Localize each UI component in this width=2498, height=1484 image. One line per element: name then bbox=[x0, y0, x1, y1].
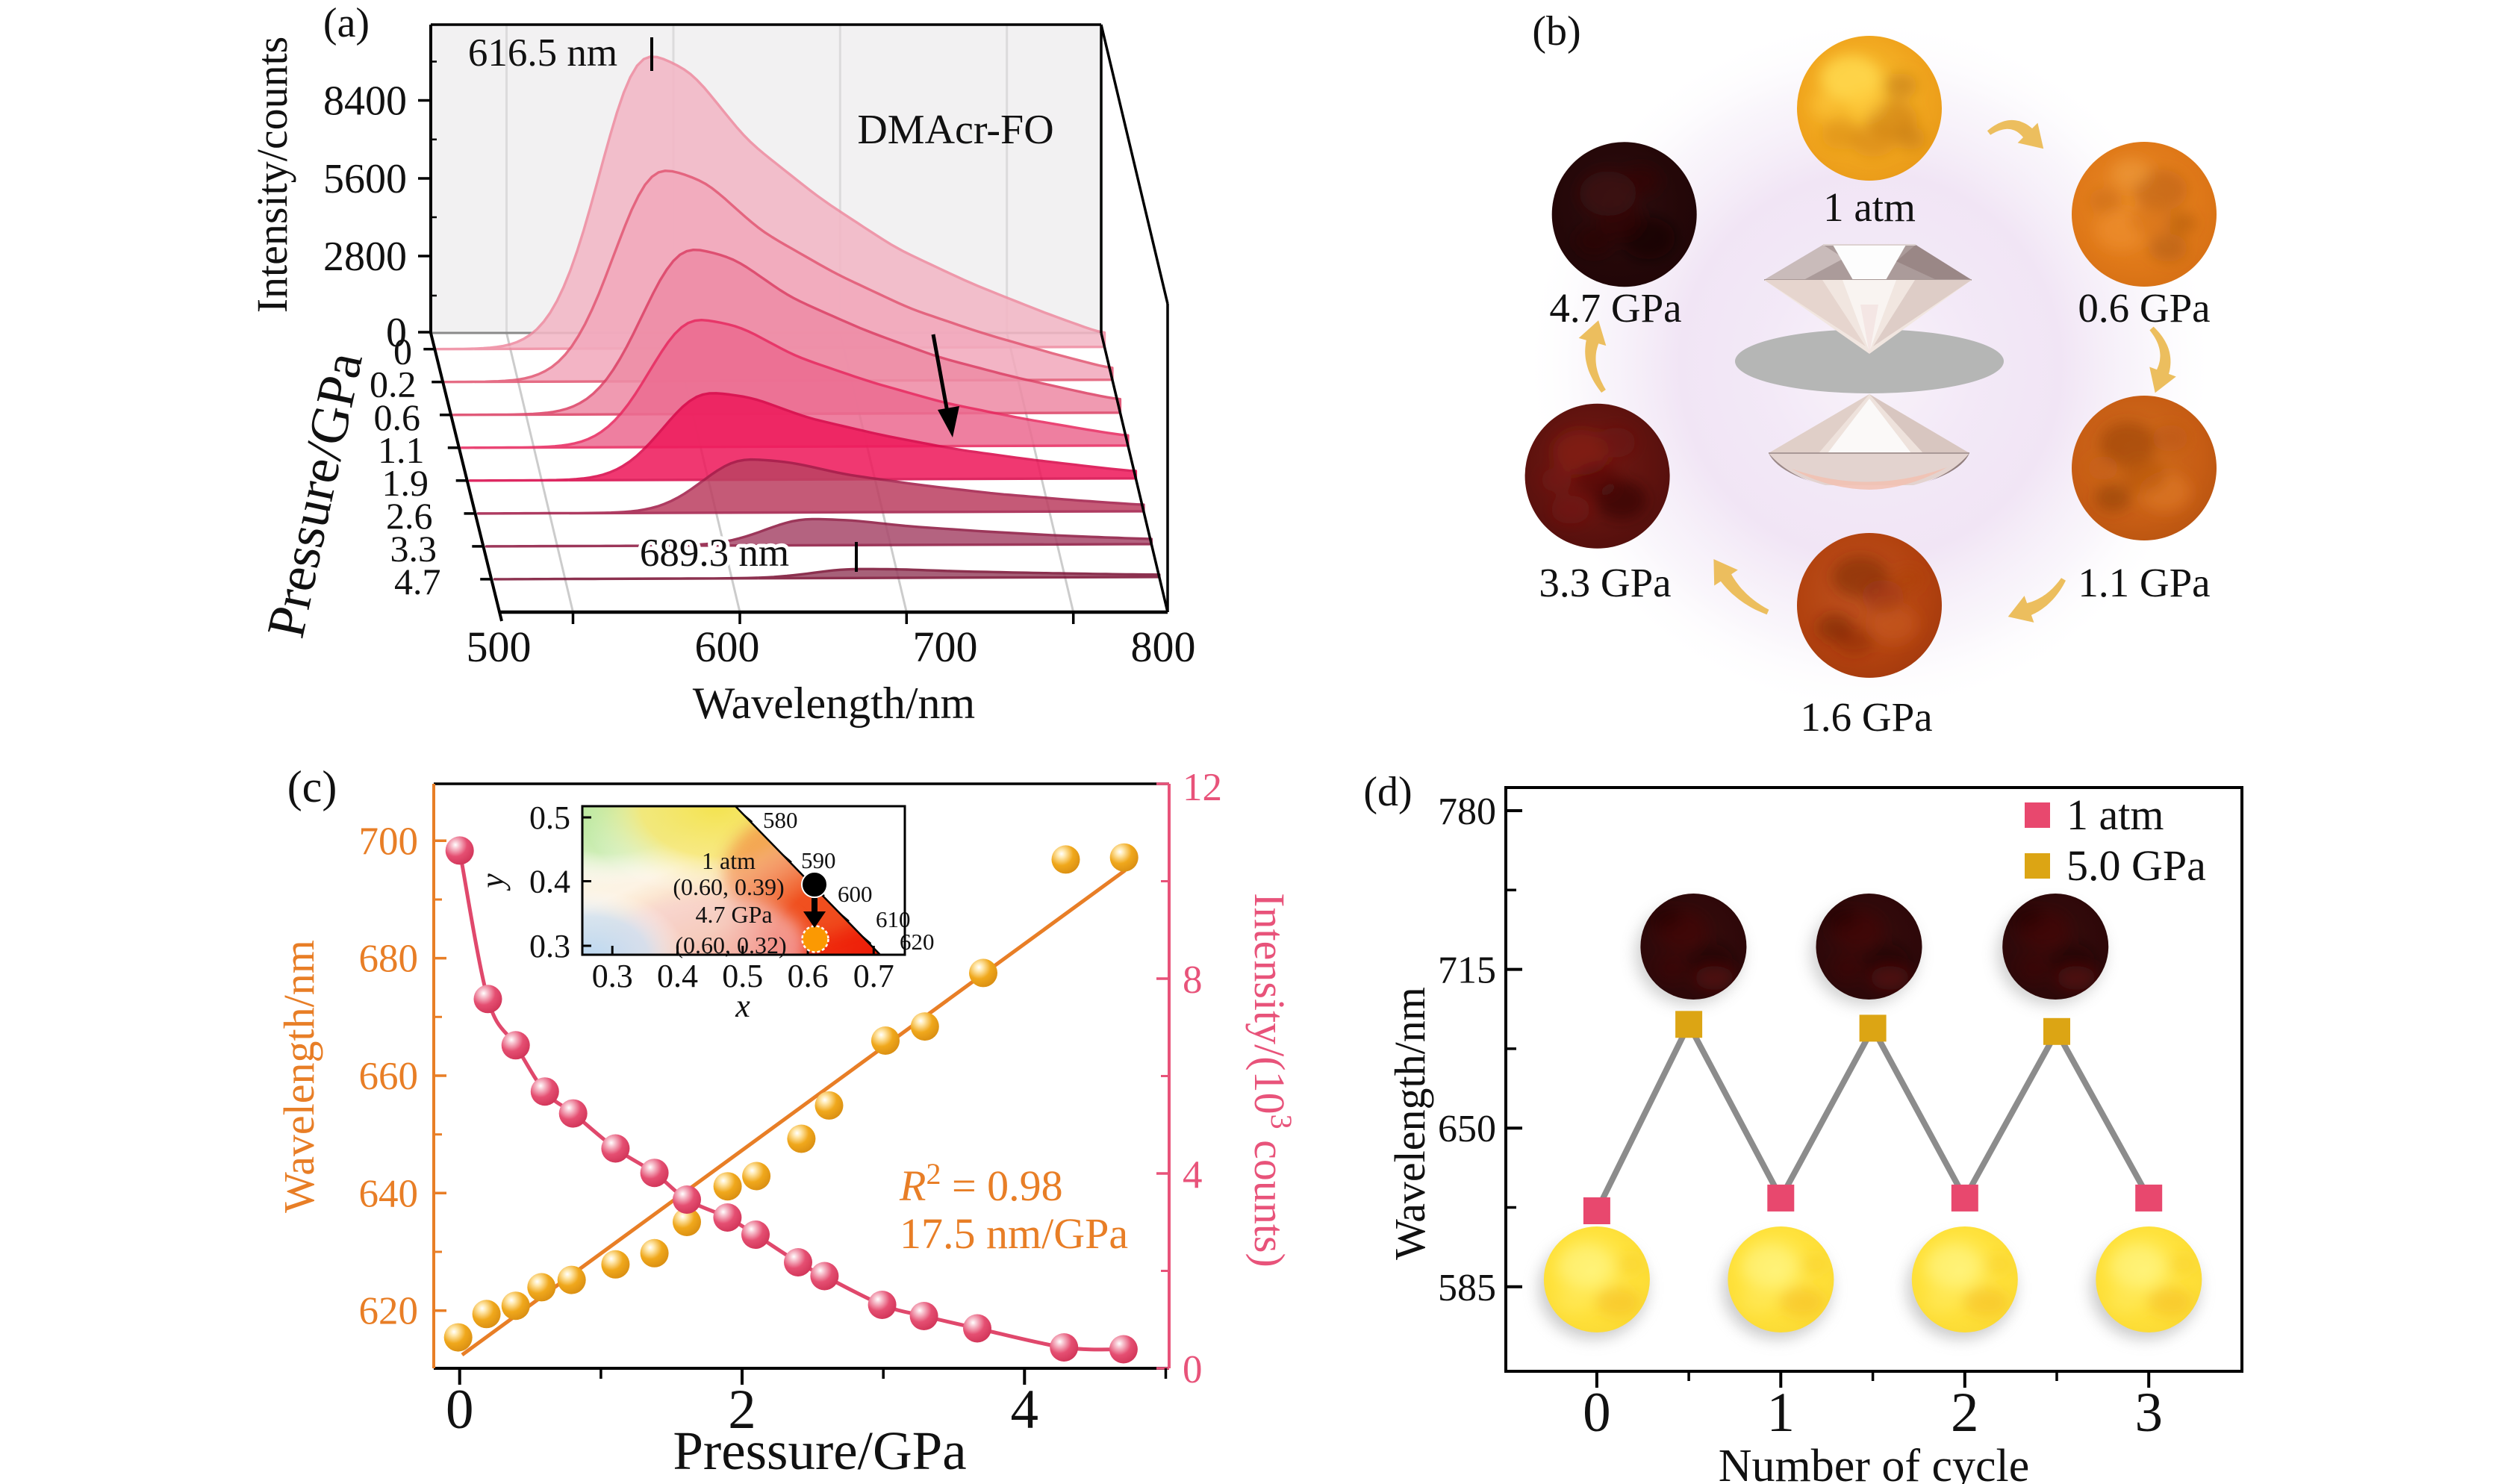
svg-text:585: 585 bbox=[1438, 1267, 1496, 1309]
svg-text:0.3: 0.3 bbox=[529, 928, 570, 964]
svg-text:y: y bbox=[474, 873, 511, 891]
svg-text:800: 800 bbox=[1131, 623, 1196, 671]
svg-text:(d): (d) bbox=[1363, 769, 1412, 815]
svg-text:R2 = 0.98: R2 = 0.98 bbox=[899, 1157, 1063, 1211]
svg-text:580: 580 bbox=[763, 807, 798, 833]
svg-text:(b): (b) bbox=[1532, 8, 1580, 54]
svg-text:DMAcr-FO: DMAcr-FO bbox=[857, 107, 1053, 153]
svg-text:0.6 GPa: 0.6 GPa bbox=[2078, 285, 2210, 331]
svg-text:x: x bbox=[735, 988, 750, 1024]
svg-text:(c): (c) bbox=[287, 762, 337, 811]
svg-text:600: 600 bbox=[838, 881, 873, 907]
svg-text:640: 640 bbox=[359, 1172, 419, 1215]
svg-text:689.3 nm: 689.3 nm bbox=[640, 531, 789, 575]
svg-text:0.4: 0.4 bbox=[657, 958, 698, 994]
svg-text:0.2: 0.2 bbox=[370, 364, 417, 405]
svg-text:5600: 5600 bbox=[323, 156, 407, 202]
svg-text:2800: 2800 bbox=[323, 234, 407, 280]
svg-text:1.1: 1.1 bbox=[378, 429, 425, 471]
svg-text:17.5 nm/GPa: 17.5 nm/GPa bbox=[900, 1209, 1128, 1258]
svg-text:Wavelength/nm: Wavelength/nm bbox=[275, 940, 323, 1213]
svg-text:1.6 GPa: 1.6 GPa bbox=[1800, 694, 1932, 740]
svg-text:1.1 GPa: 1.1 GPa bbox=[2078, 560, 2210, 605]
svg-text:(0.60, 0.32): (0.60, 0.32) bbox=[675, 932, 786, 958]
svg-text:8400: 8400 bbox=[323, 78, 407, 125]
svg-text:0: 0 bbox=[1583, 1382, 1611, 1444]
svg-text:1: 1 bbox=[1767, 1382, 1795, 1444]
svg-text:0.7: 0.7 bbox=[853, 958, 894, 994]
svg-text:Wavelength/nm: Wavelength/nm bbox=[1386, 987, 1434, 1260]
svg-text:0.4: 0.4 bbox=[529, 864, 570, 900]
svg-text:3: 3 bbox=[2134, 1382, 2163, 1444]
svg-text:590: 590 bbox=[801, 847, 836, 873]
svg-text:1 atm: 1 atm bbox=[2066, 791, 2164, 839]
svg-text:8: 8 bbox=[1183, 958, 1203, 1002]
svg-text:0: 0 bbox=[386, 310, 407, 356]
svg-text:600: 600 bbox=[695, 623, 760, 671]
svg-text:1 atm: 1 atm bbox=[702, 847, 756, 874]
svg-text:0.5: 0.5 bbox=[529, 799, 570, 836]
svg-text:0.3: 0.3 bbox=[592, 958, 633, 994]
svg-text:0.5: 0.5 bbox=[722, 958, 763, 994]
svg-text:(a): (a) bbox=[323, 0, 370, 46]
svg-text:3.3 GPa: 3.3 GPa bbox=[1539, 560, 1671, 605]
svg-text:Wavelength/nm: Wavelength/nm bbox=[693, 679, 975, 728]
svg-text:Intensity/(103 counts): Intensity/(103 counts) bbox=[1245, 893, 1299, 1268]
svg-text:4.7: 4.7 bbox=[394, 561, 441, 602]
svg-text:780: 780 bbox=[1438, 791, 1496, 833]
svg-text:Pressure/GPa: Pressure/GPa bbox=[673, 1421, 966, 1481]
svg-text:2: 2 bbox=[728, 1379, 756, 1441]
svg-text:(0.60, 0.39): (0.60, 0.39) bbox=[673, 873, 784, 900]
svg-text:Number of cycle: Number of cycle bbox=[1719, 1441, 2030, 1484]
svg-text:1 atm: 1 atm bbox=[1823, 184, 1916, 230]
svg-text:0.6: 0.6 bbox=[788, 958, 829, 994]
svg-text:0.6: 0.6 bbox=[374, 396, 421, 438]
svg-text:715: 715 bbox=[1438, 950, 1496, 992]
svg-text:680: 680 bbox=[359, 938, 419, 981]
svg-text:3.3: 3.3 bbox=[390, 528, 437, 570]
svg-text:0: 0 bbox=[393, 331, 412, 372]
svg-text:12: 12 bbox=[1183, 766, 1222, 809]
svg-text:616.5 nm: 616.5 nm bbox=[468, 31, 617, 75]
svg-text:0: 0 bbox=[1183, 1348, 1203, 1391]
svg-text:4: 4 bbox=[1011, 1379, 1039, 1441]
svg-text:650: 650 bbox=[1438, 1108, 1496, 1150]
svg-text:660: 660 bbox=[359, 1055, 419, 1098]
svg-text:700: 700 bbox=[913, 623, 978, 671]
svg-text:4.7 GPa: 4.7 GPa bbox=[1549, 285, 1681, 331]
svg-text:4.7 GPa: 4.7 GPa bbox=[695, 901, 772, 928]
svg-text:2: 2 bbox=[1951, 1382, 1979, 1444]
svg-text:Intensity/counts: Intensity/counts bbox=[248, 37, 296, 314]
svg-text:2.6: 2.6 bbox=[386, 495, 433, 537]
svg-text:1.9: 1.9 bbox=[382, 462, 429, 504]
svg-text:5.0 GPa: 5.0 GPa bbox=[2066, 841, 2206, 890]
svg-text:500: 500 bbox=[467, 623, 532, 671]
svg-text:4: 4 bbox=[1183, 1153, 1203, 1197]
svg-text:0: 0 bbox=[446, 1379, 474, 1441]
svg-text:620: 620 bbox=[359, 1290, 419, 1333]
svg-text:700: 700 bbox=[359, 820, 419, 863]
